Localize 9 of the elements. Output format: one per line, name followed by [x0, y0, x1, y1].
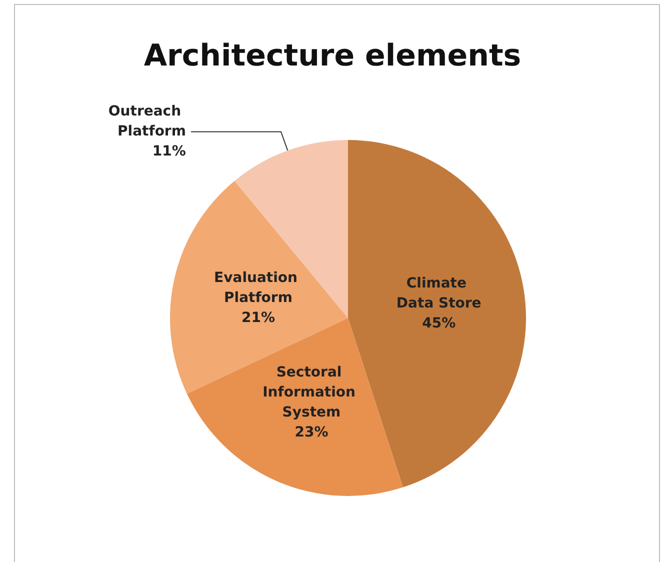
data-label: 45% — [422, 316, 456, 332]
slice-label: Climate Data Store — [396, 276, 482, 312]
data-label: 23% — [294, 424, 328, 440]
data-label: 21% — [241, 310, 275, 326]
slice-label: Sectoral Information System — [262, 364, 360, 420]
slice-label: Outreach Platform — [108, 104, 186, 140]
data-label: 11% — [152, 144, 186, 160]
chart-title: Architecture elements — [144, 38, 522, 74]
slice-label: Evaluation Platform — [214, 270, 302, 306]
